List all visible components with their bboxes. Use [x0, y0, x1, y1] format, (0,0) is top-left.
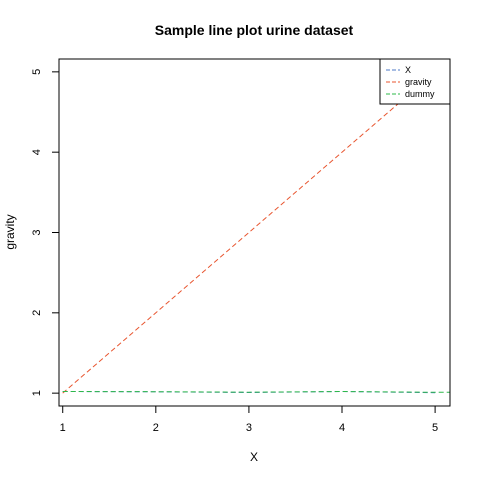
y-tick-label: 1 [31, 390, 43, 396]
x-axis-label: X [250, 450, 258, 464]
y-tick-label: 3 [31, 229, 43, 235]
x-tick-label: 4 [339, 422, 345, 434]
series-layer [62, 71, 450, 394]
y-tick-label: 5 [31, 69, 43, 75]
legend-label: dummy [405, 89, 435, 99]
y-axis: 1 2 3 4 5 [31, 69, 60, 396]
legend-label: gravity [405, 77, 432, 87]
y-tick-label: 2 [31, 310, 43, 316]
series-line-gravity [62, 71, 436, 394]
series-line-dummy [62, 390, 450, 393]
y-axis-label: gravity [3, 214, 17, 249]
x-tick-label: 2 [153, 422, 159, 434]
legend-box [379, 58, 451, 105]
chart-title: Sample line plot urine dataset [155, 22, 354, 38]
x-tick-label: 5 [432, 422, 438, 434]
x-tick-label: 1 [60, 422, 66, 434]
y-tick-label: 4 [31, 149, 43, 155]
legend-label: X [405, 65, 411, 75]
x-axis: 1 2 3 4 5 [60, 405, 438, 434]
plot-frame [58, 58, 451, 407]
x-tick-label: 3 [246, 422, 252, 434]
